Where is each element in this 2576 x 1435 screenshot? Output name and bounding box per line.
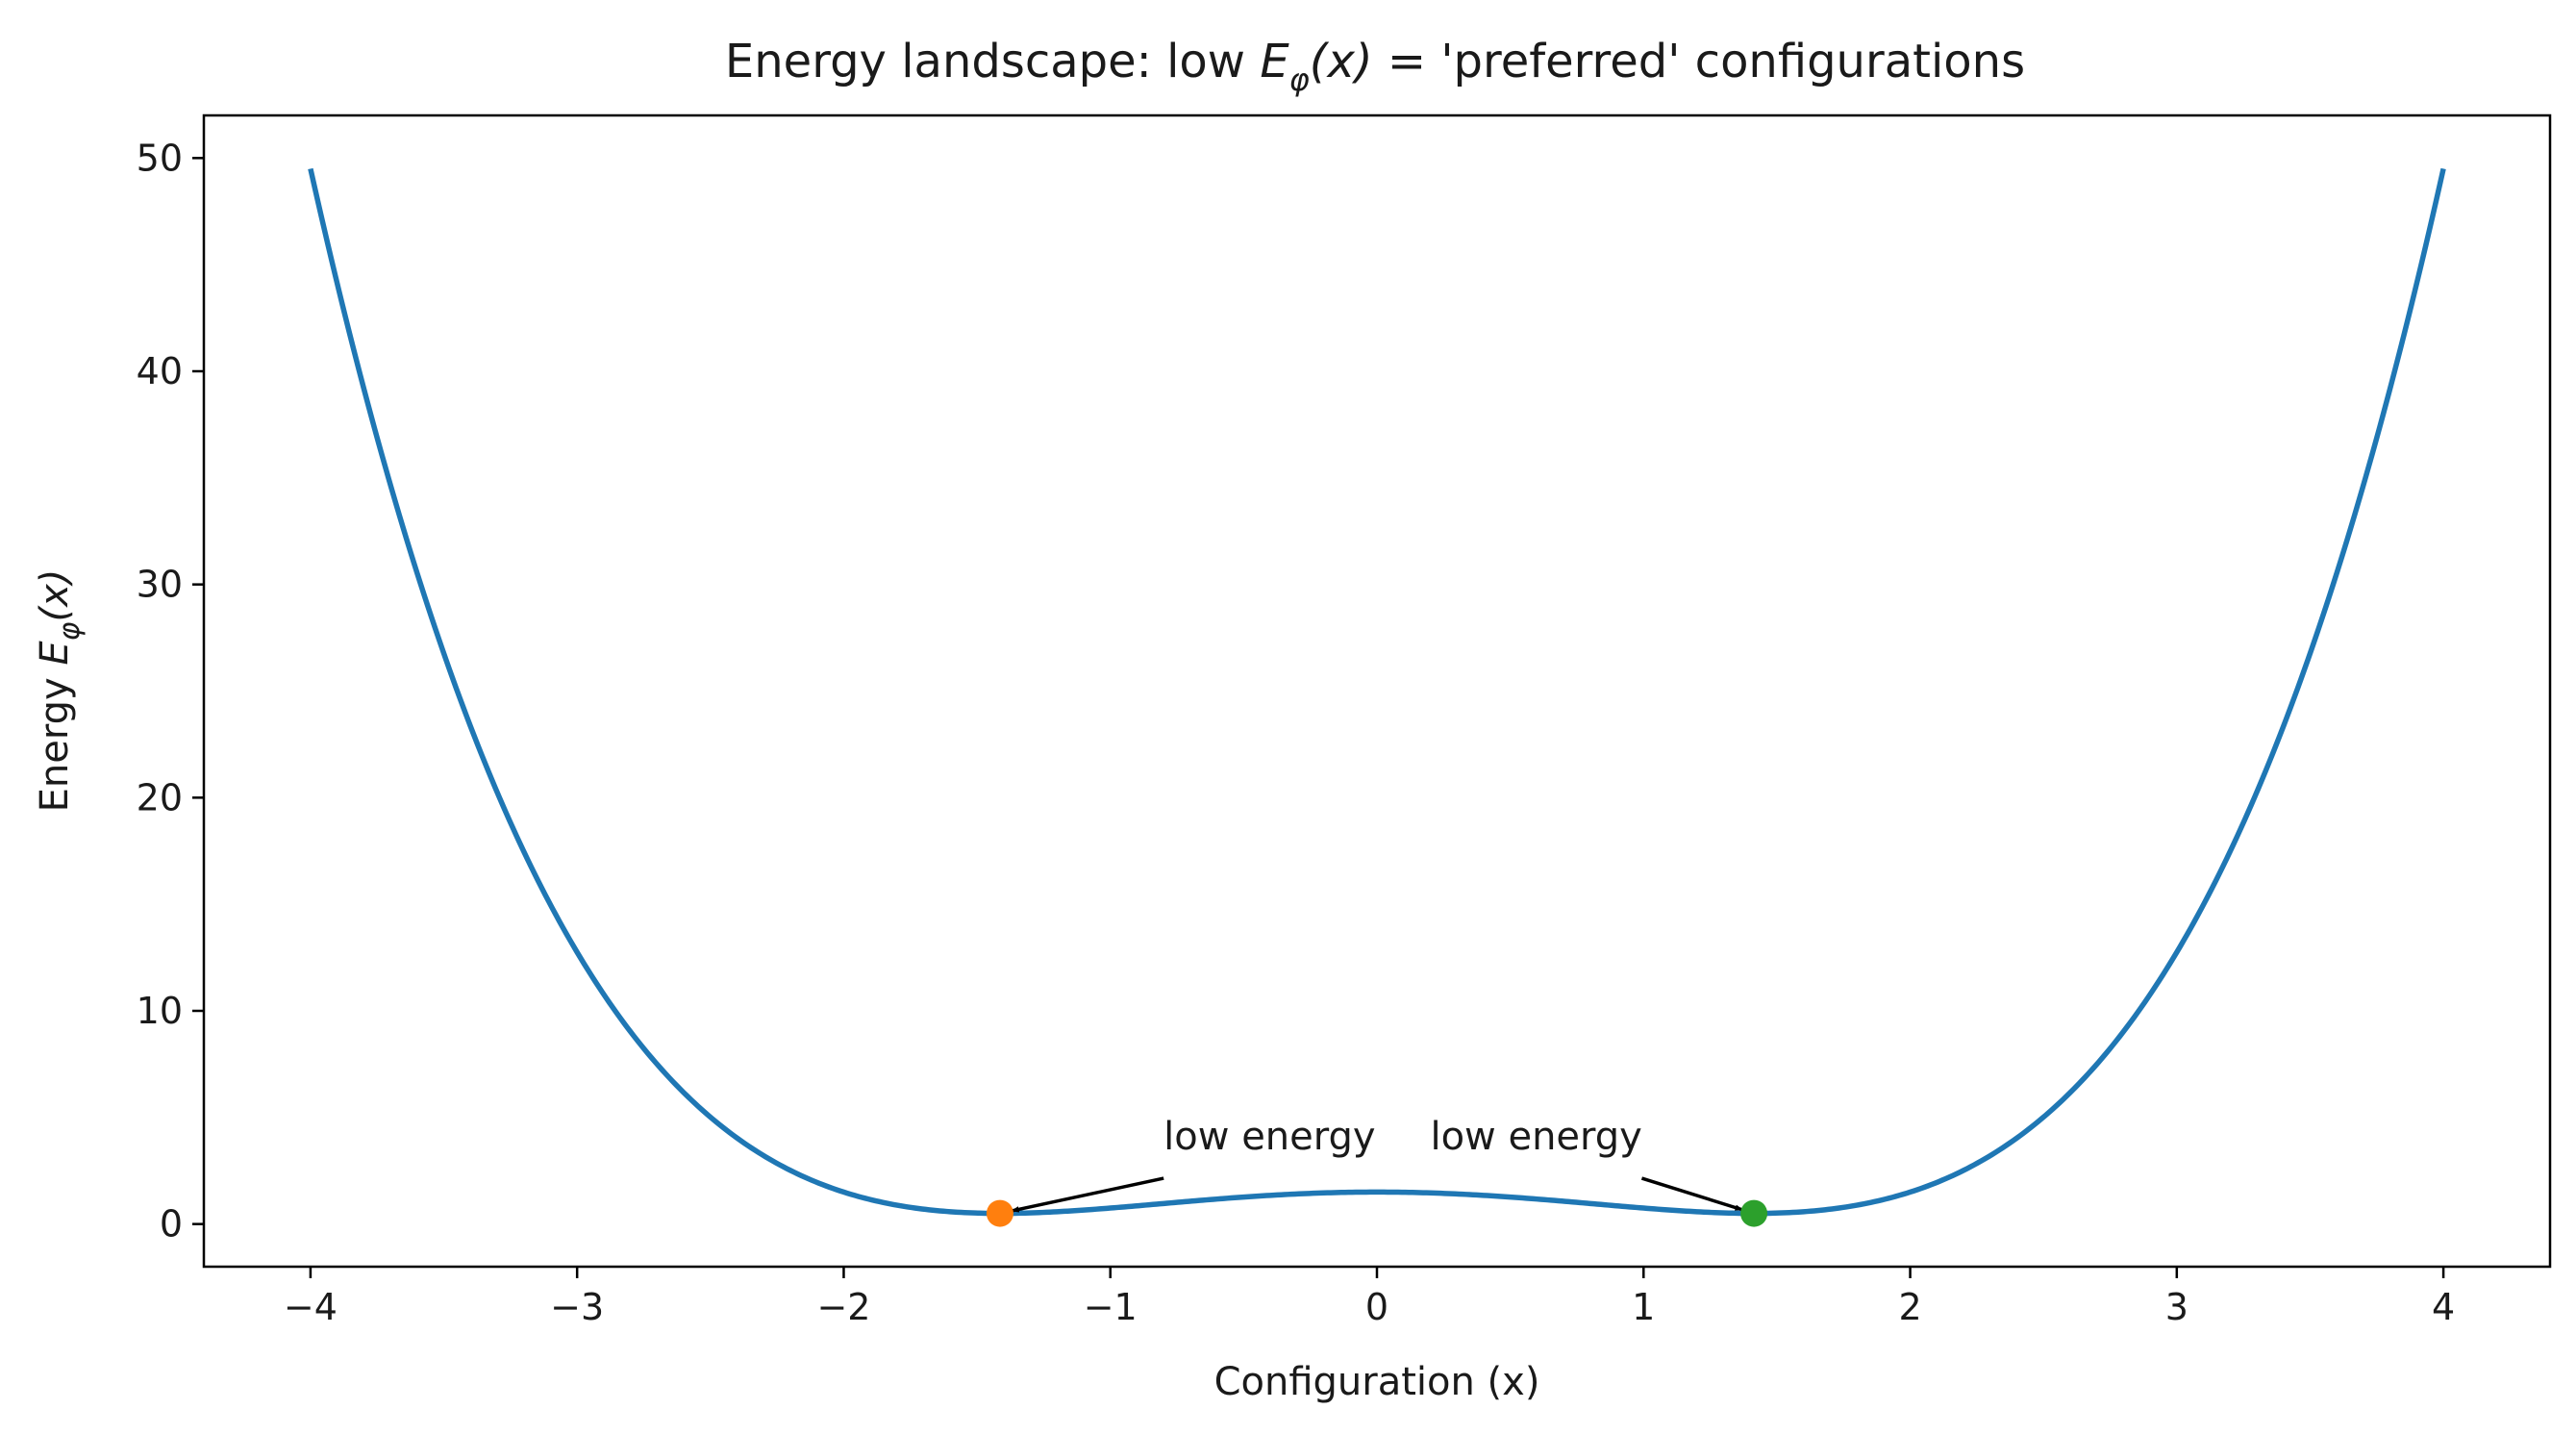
x-tick-label: 1 xyxy=(1632,1286,1655,1328)
y-tick-label: 30 xyxy=(137,564,183,606)
y-tick-label: 20 xyxy=(137,776,183,818)
series-layer xyxy=(308,167,2446,1217)
x-tick-label: −4 xyxy=(284,1286,338,1328)
chart-title: Energy landscape: low Eφ(x) = 'preferred… xyxy=(725,35,2025,98)
x-tick-label: 3 xyxy=(2165,1286,2188,1328)
annotation-label: low energy xyxy=(1163,1115,1375,1159)
x-axis-label: Configuration (x) xyxy=(1214,1360,1540,1404)
x-tick-label: 2 xyxy=(1898,1286,1921,1328)
y-axis-ticks: 0 10 20 30 40 50 xyxy=(137,137,204,1246)
y-tick-label: 10 xyxy=(137,990,183,1032)
points-layer xyxy=(986,1199,1768,1227)
y-tick-label: 40 xyxy=(137,350,183,392)
annotations-layer: low energy low energy xyxy=(1010,1115,1744,1213)
y-tick-label: 50 xyxy=(137,137,183,179)
right-minimum-marker xyxy=(1740,1199,1768,1227)
x-tick-label: −2 xyxy=(816,1286,870,1328)
y-axis-label: Energy Eφ(x) xyxy=(33,569,87,813)
x-tick-label: 4 xyxy=(2432,1286,2455,1328)
plot-area-frame xyxy=(202,113,2552,1269)
x-tick-label: 0 xyxy=(1365,1286,1388,1328)
annotation-arrow xyxy=(1010,1176,1164,1213)
annotation-label: low energy xyxy=(1430,1115,1641,1159)
x-tick-label: −1 xyxy=(1084,1286,1138,1328)
energy-curve-line xyxy=(308,167,2446,1217)
annotation-arrow xyxy=(1640,1176,1744,1212)
x-tick-label: −3 xyxy=(550,1286,604,1328)
x-axis-ticks: −4 −3 −2 −1 0 1 2 3 4 xyxy=(284,1267,2455,1328)
y-tick-label: 0 xyxy=(160,1203,183,1246)
left-minimum-marker xyxy=(986,1199,1013,1227)
